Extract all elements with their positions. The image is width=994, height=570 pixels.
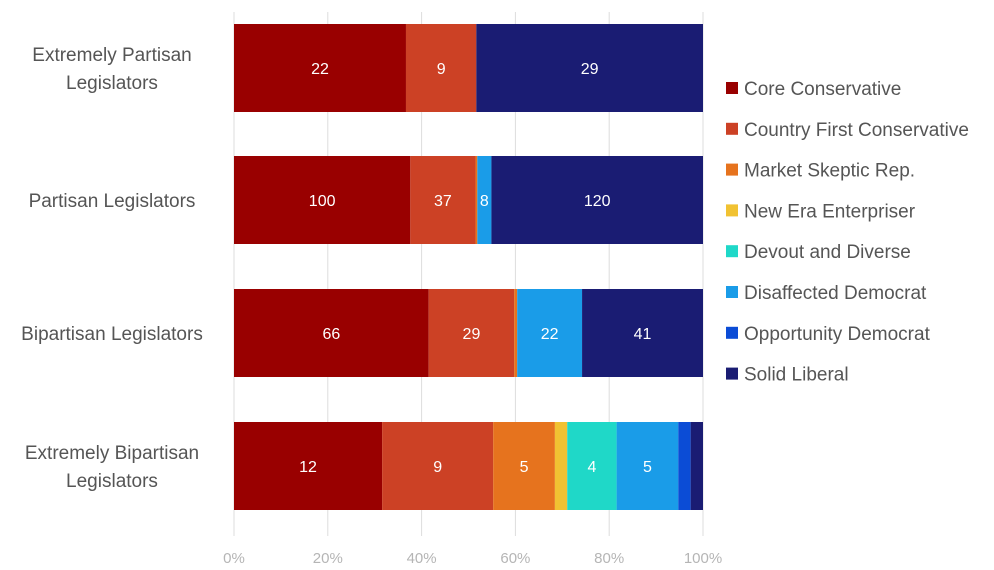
data-label: 120: [584, 193, 611, 210]
bar-segment: [234, 289, 429, 377]
legend-swatch: [726, 204, 738, 217]
bar-segment: [690, 422, 703, 510]
data-label: 37: [434, 193, 452, 210]
bar-segment: [428, 289, 515, 377]
bar-segment: [234, 24, 406, 112]
category-label: Partisan Legislators: [29, 191, 196, 212]
x-tick-label: 0%: [223, 550, 245, 567]
x-tick-label: 100%: [684, 550, 722, 567]
category-label: Bipartisan Legislators: [21, 324, 203, 345]
x-tick-label: 60%: [500, 550, 530, 567]
legend-label: Market Skeptic Rep.: [744, 161, 915, 182]
legend-label: Core Conservative: [744, 79, 901, 100]
legend-swatch: [726, 122, 738, 135]
category-label: Extremely Bipartisan Legislators: [25, 443, 199, 492]
data-label: 29: [463, 326, 481, 343]
x-tick-label: 20%: [313, 550, 343, 567]
data-label: 41: [634, 326, 652, 343]
legend-label: Devout and Diverse: [744, 242, 911, 263]
legend-swatch: [726, 326, 738, 339]
data-label: 8: [480, 193, 489, 210]
bar-segment: [582, 289, 703, 377]
data-label: 5: [520, 459, 529, 476]
legend-label: Opportunity Democrat: [744, 324, 931, 345]
bar-segment: [234, 156, 411, 244]
legend-swatch: [726, 286, 738, 298]
legend-label: New Era Enterpriser: [744, 201, 916, 222]
bar-segment: [616, 422, 679, 510]
bar-segment: [476, 24, 703, 112]
bar-segment: [382, 422, 494, 510]
legend-label: Country First Conservative: [744, 120, 969, 141]
x-tick-label: 40%: [407, 550, 437, 567]
bar-segment: [491, 156, 703, 244]
data-label: 4: [587, 459, 596, 476]
legend-swatch: [726, 367, 738, 380]
legend-swatch: [726, 245, 738, 258]
legend-swatch: [726, 82, 738, 94]
bar-segment: [477, 156, 492, 244]
bar-segment: [514, 289, 518, 377]
x-tick-label: 80%: [594, 550, 624, 567]
bar-segment: [567, 422, 617, 510]
legend-label: Disaffected Democrat: [744, 283, 927, 304]
data-label: 5: [643, 459, 652, 476]
bar-segment: [554, 422, 568, 510]
bar-segment: [410, 156, 476, 244]
bar-segment: [234, 422, 383, 510]
data-label: 100: [309, 193, 336, 210]
data-label: 12: [299, 459, 317, 476]
data-label: 66: [322, 326, 340, 343]
bar-segment: [493, 422, 555, 510]
data-label: 22: [541, 326, 559, 343]
data-label: 9: [437, 61, 446, 78]
data-label: 9: [433, 459, 442, 476]
bar-segment: [405, 24, 477, 112]
bar-segment: [517, 289, 583, 377]
bar-segment: [475, 156, 478, 244]
legend-swatch: [726, 163, 738, 176]
category-label: Extremely Partisan Legislators: [32, 45, 191, 94]
legend: Core Conservative Country First Conservat…: [726, 79, 969, 386]
legend-label: Solid Liberal: [744, 365, 849, 386]
data-label: 22: [311, 61, 329, 78]
bar-segment: [678, 422, 691, 510]
data-label: 29: [581, 61, 599, 78]
